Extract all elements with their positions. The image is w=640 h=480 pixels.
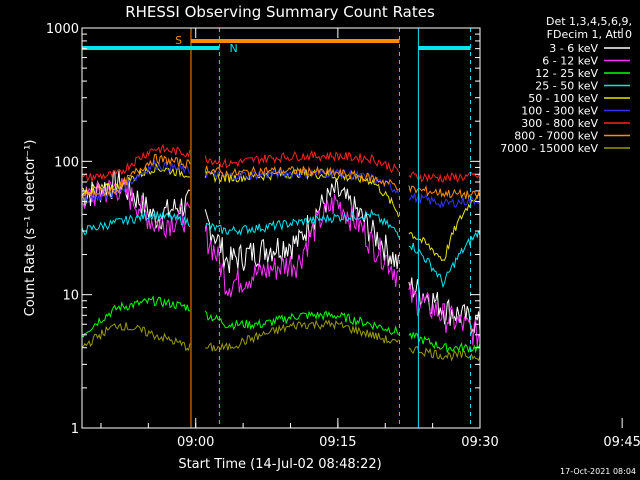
legend-entry-label: 800 - 7000 keV bbox=[514, 130, 598, 143]
x-axis-label: Start Time (14-Jul-02 08:48:22) bbox=[178, 457, 381, 472]
chart-title: RHESSI Observing Summary Count Rates bbox=[125, 3, 435, 21]
x-tick-label: 09:15 bbox=[319, 435, 356, 450]
legend-entry-label: 50 - 100 keV bbox=[528, 92, 598, 105]
series-line bbox=[204, 177, 399, 274]
series-line bbox=[408, 284, 481, 346]
legend-header-line-2: FDecim 1, Att 0 bbox=[547, 28, 632, 41]
y-tick-label: 100 bbox=[54, 155, 79, 170]
series-line bbox=[81, 322, 191, 352]
legend-entry-label: 3 - 6 keV bbox=[549, 42, 598, 55]
series-line bbox=[81, 210, 191, 236]
plot-frame bbox=[81, 27, 481, 429]
series-line bbox=[204, 149, 399, 174]
legend: Det 1,3,4,5,6,9, FDecim 1, Att 0 3 - 6 k… bbox=[500, 15, 632, 155]
legend-header-line-1: Det 1,3,4,5,6,9, bbox=[546, 15, 632, 28]
legend-entry-label: 7000 - 15000 keV bbox=[500, 142, 598, 155]
night-label: N bbox=[230, 42, 238, 55]
series-line bbox=[408, 171, 481, 184]
series-line bbox=[408, 184, 481, 200]
x-tick-label: 09:00 bbox=[177, 435, 214, 450]
y-tick-label: 1000 bbox=[46, 22, 79, 37]
y-tick-label: 10 bbox=[62, 289, 79, 304]
series-line bbox=[408, 192, 481, 209]
legend-entry-label: 6 - 12 keV bbox=[542, 55, 598, 68]
plot-area: SN bbox=[81, 28, 481, 428]
legend-entry-label: 12 - 25 keV bbox=[535, 67, 598, 80]
y-tick-label: 1 bbox=[71, 422, 79, 437]
y-axis: 1 10 100 1000 bbox=[46, 22, 480, 437]
series-line bbox=[408, 332, 481, 354]
series-line bbox=[204, 208, 399, 238]
x-tick-label: 09:30 bbox=[461, 435, 498, 450]
legend-entry-label: 25 - 50 keV bbox=[535, 80, 598, 93]
series-line bbox=[204, 310, 399, 336]
series-line bbox=[81, 153, 191, 199]
series-line bbox=[81, 295, 191, 338]
series-line bbox=[81, 160, 191, 204]
series-line bbox=[81, 177, 191, 240]
series-line bbox=[204, 165, 399, 191]
legend-entry-label: 100 - 300 keV bbox=[521, 105, 598, 118]
series-line bbox=[81, 143, 191, 183]
y-axis-label: Count Rate (s⁻¹ detector⁻¹) bbox=[23, 140, 38, 317]
x-tick-label: 09:45 bbox=[603, 435, 640, 450]
legend-entry-label: 300 - 800 keV bbox=[521, 117, 598, 130]
series-line bbox=[408, 230, 481, 289]
footer-timestamp: 17-Oct-2021 08:04 bbox=[560, 467, 636, 476]
series-line bbox=[204, 194, 399, 298]
series-line bbox=[408, 194, 481, 262]
saa-label: S bbox=[175, 34, 182, 47]
series-line bbox=[408, 346, 481, 362]
series-line bbox=[205, 319, 399, 352]
